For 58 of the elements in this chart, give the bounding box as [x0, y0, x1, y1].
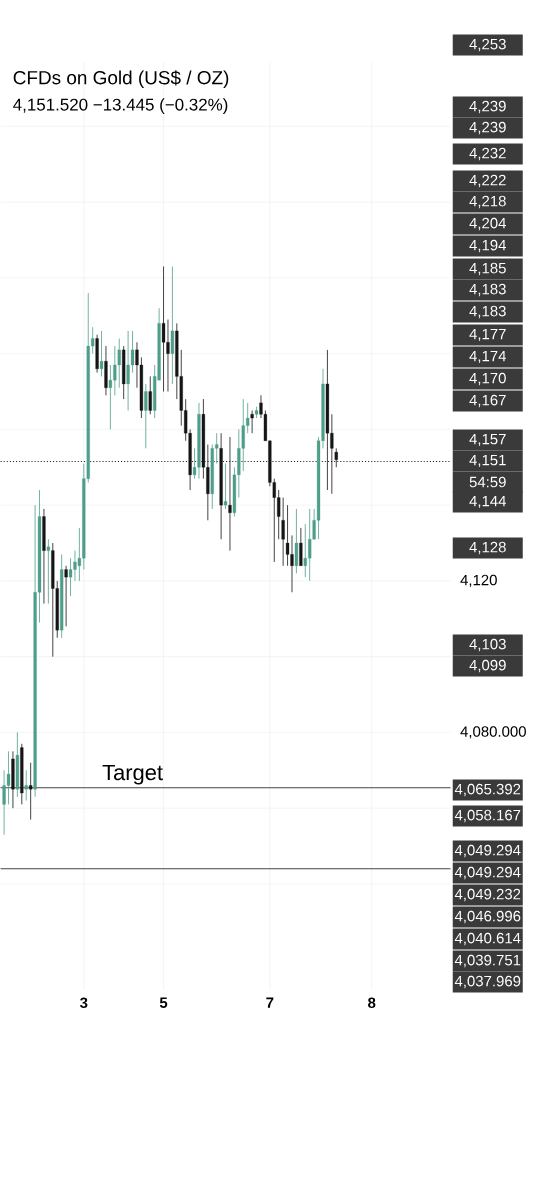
candlestick	[299, 527, 303, 567]
candlestick	[228, 436, 232, 552]
text: 4,177	[469, 328, 506, 342]
text: 4,174	[469, 350, 507, 364]
text: 4,183	[469, 283, 507, 297]
x-tick-label: 7	[266, 997, 274, 1008]
candlestick	[144, 383, 148, 449]
text: 4,037.969	[455, 975, 521, 989]
candlestick	[224, 463, 228, 510]
candlestick	[100, 330, 104, 377]
text: 4,103	[469, 638, 507, 652]
candlestick	[295, 508, 299, 574]
candlestick	[334, 447, 339, 468]
text: 4,058.167	[455, 809, 521, 823]
candlestick	[250, 410, 254, 434]
candlestick	[241, 398, 246, 472]
text: 54:59	[469, 476, 506, 488]
text: 4,239	[469, 100, 506, 114]
text: 4,049.294	[455, 844, 521, 858]
ref-line-label: Target	[102, 764, 164, 785]
text: 4,049.294	[455, 866, 521, 880]
candlestick	[162, 266, 166, 392]
x-tick-label: 5	[160, 997, 168, 1008]
candlestick	[148, 375, 153, 415]
candlestick	[24, 769, 29, 801]
candlestick	[64, 565, 68, 627]
text: 4,222	[469, 174, 506, 188]
text: 4,039.751	[455, 954, 521, 968]
candlestick	[117, 338, 122, 389]
text: 4,151.520 −13.445 (−0.32%)	[13, 98, 228, 114]
chart-title: CFDs on Gold (US$ / OZ)	[13, 70, 229, 89]
text: 4,157	[469, 433, 506, 447]
text: 4,144	[469, 495, 507, 509]
text: 4,099	[469, 659, 506, 673]
text: 4,183	[469, 305, 507, 319]
text: 4,185	[469, 262, 507, 276]
x-tick-label: 3	[80, 997, 88, 1009]
text: 4,065.392	[455, 783, 521, 797]
text: 4,167	[469, 394, 506, 408]
text: 4,239	[469, 121, 506, 135]
text: 4,128	[469, 541, 507, 555]
candlestick	[46, 538, 51, 605]
y-tick-label: 4,120	[460, 574, 498, 588]
text: 4,049.232	[455, 888, 521, 902]
y-tick-label: 4,080.000	[460, 726, 527, 739]
text: 4,218	[469, 195, 507, 209]
x-tick-label: 8	[368, 997, 376, 1009]
candlestick	[303, 523, 308, 578]
text: 4,040.614	[455, 932, 521, 946]
candlestick	[29, 762, 33, 820]
text: 4,253	[469, 38, 507, 52]
text: 4,170	[469, 372, 507, 386]
text: 4,046.996	[455, 910, 521, 924]
text: 4,194	[469, 239, 507, 253]
candlestick	[171, 266, 175, 385]
text: 4,204	[469, 217, 507, 231]
text: 4,232	[469, 147, 506, 161]
text: 4,151	[469, 454, 506, 468]
